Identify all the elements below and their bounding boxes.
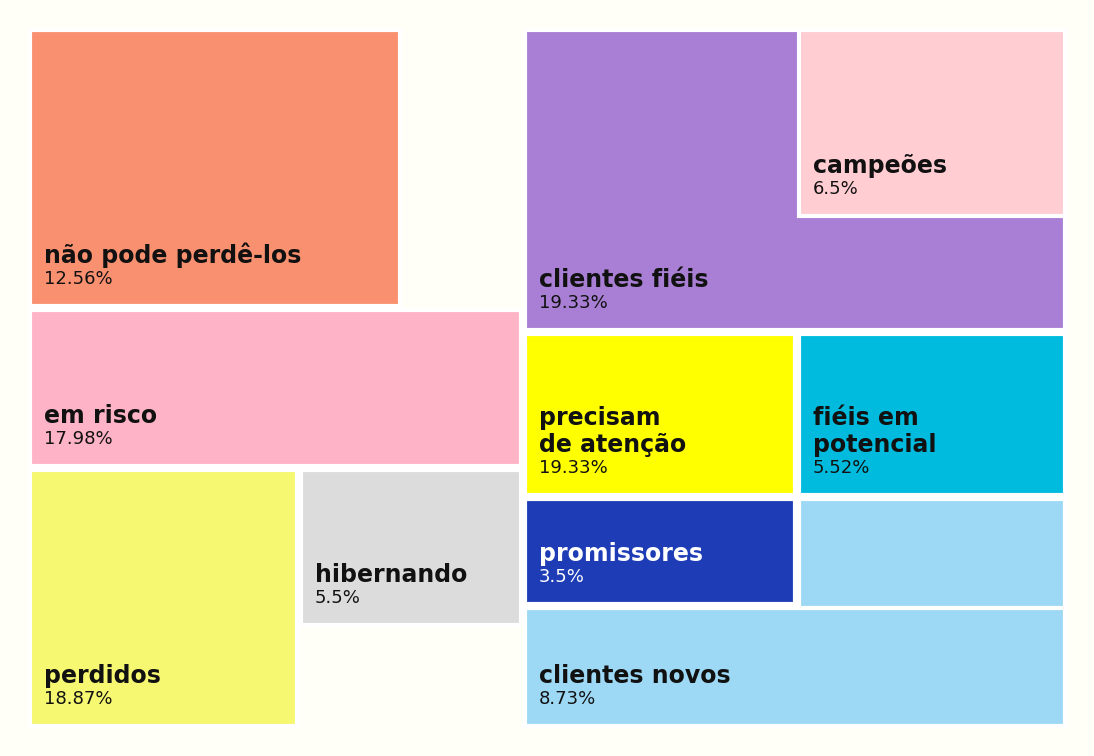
FancyBboxPatch shape (799, 30, 1064, 216)
Text: precisam
de atenção: precisam de atenção (539, 406, 686, 457)
Text: hibernando: hibernando (315, 563, 467, 587)
Text: não pode perdê-los: não pode perdê-los (44, 243, 301, 268)
FancyBboxPatch shape (30, 310, 521, 466)
FancyBboxPatch shape (799, 499, 1064, 726)
Text: 8.73%: 8.73% (539, 690, 596, 708)
Text: 6.5%: 6.5% (813, 180, 859, 198)
Text: 19.33%: 19.33% (539, 459, 608, 477)
FancyBboxPatch shape (525, 30, 1064, 330)
Text: 3.5%: 3.5% (539, 568, 585, 586)
FancyBboxPatch shape (799, 334, 1064, 495)
FancyBboxPatch shape (525, 499, 795, 604)
FancyBboxPatch shape (301, 470, 521, 625)
Text: 18.87%: 18.87% (44, 690, 113, 708)
FancyBboxPatch shape (30, 30, 400, 306)
Text: clientes novos: clientes novos (539, 664, 731, 688)
Text: fiéis em
potencial: fiéis em potencial (813, 406, 936, 457)
Text: promissores: promissores (539, 542, 703, 566)
Text: clientes fiéis: clientes fiéis (539, 268, 709, 292)
Text: 19.33%: 19.33% (539, 294, 608, 312)
Text: campeões: campeões (813, 154, 947, 178)
Text: 5.52%: 5.52% (813, 459, 871, 477)
FancyBboxPatch shape (30, 470, 296, 726)
Text: 17.98%: 17.98% (44, 430, 113, 448)
FancyBboxPatch shape (525, 608, 1064, 726)
FancyBboxPatch shape (525, 334, 795, 495)
Text: em risco: em risco (44, 404, 158, 428)
Text: 5.5%: 5.5% (315, 589, 361, 607)
Text: perdidos: perdidos (44, 664, 161, 688)
Text: 12.56%: 12.56% (44, 270, 113, 288)
